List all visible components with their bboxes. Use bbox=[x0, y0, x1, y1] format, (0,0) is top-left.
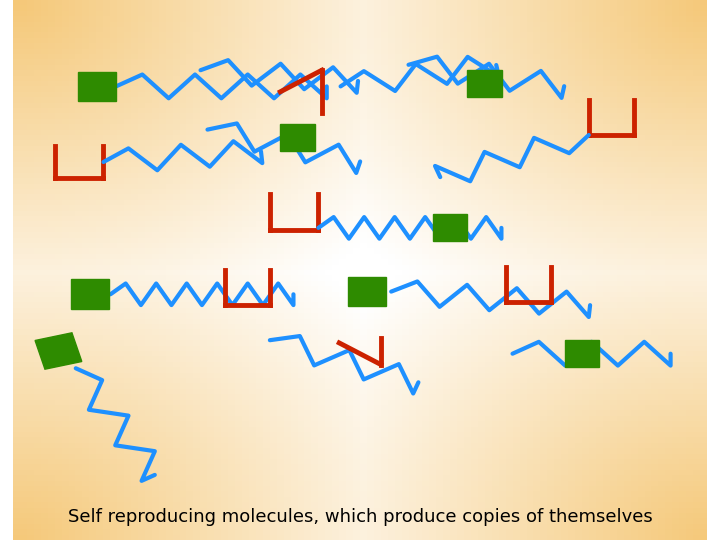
Text: Self reproducing molecules, which produce copies of themselves: Self reproducing molecules, which produc… bbox=[68, 509, 652, 526]
Polygon shape bbox=[71, 280, 109, 309]
Polygon shape bbox=[280, 124, 315, 151]
Polygon shape bbox=[564, 340, 599, 367]
Polygon shape bbox=[35, 333, 82, 369]
Polygon shape bbox=[348, 276, 386, 306]
Polygon shape bbox=[467, 70, 502, 97]
Polygon shape bbox=[433, 214, 467, 241]
Polygon shape bbox=[78, 71, 116, 102]
